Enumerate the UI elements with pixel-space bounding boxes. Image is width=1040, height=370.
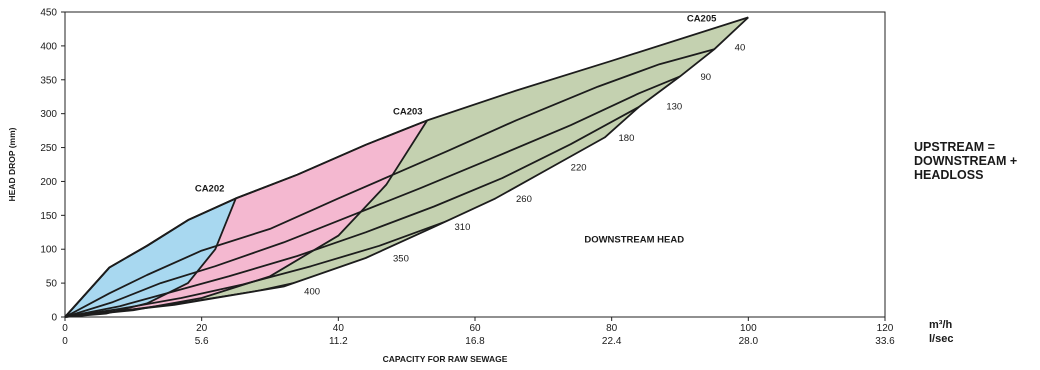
x-tick-label-secondary: 16.8: [465, 336, 485, 347]
x-axis-title: CAPACITY FOR RAW SEWAGE: [383, 354, 508, 364]
outline-lower-ca205: [64, 16, 749, 318]
x-tick-label-secondary: 22.4: [602, 336, 622, 347]
outline-lower-ca202: [64, 198, 237, 318]
label-model: CA203: [393, 106, 423, 117]
x-unit-secondary: l/sec: [929, 333, 953, 345]
y-tick-label: 250: [40, 143, 57, 154]
y-tick-label: 450: [40, 8, 57, 19]
model-outlines: [64, 16, 749, 318]
y-tick-label: 100: [40, 245, 57, 256]
headloss-note-line: HEADLOSS: [914, 168, 984, 182]
outline-lower-ca203: [64, 119, 428, 318]
y-tick-label: 400: [40, 41, 57, 52]
x-tick-label: 20: [196, 323, 208, 334]
label-annotation: DOWNSTREAM HEAD: [584, 234, 684, 245]
label-curve: 220: [571, 163, 587, 174]
curve-130: [65, 106, 640, 318]
y-tick-label: 50: [46, 279, 58, 290]
curve-90: [65, 75, 681, 318]
chart-labels: CA202 CA203 CA205 40 90 130 180 220 260 310 350 400…: [195, 13, 745, 297]
x-tick-label-secondary: 33.6: [875, 336, 895, 347]
label-model: CA205: [687, 13, 717, 24]
x-tick-label-secondary: 11.2: [329, 336, 348, 347]
x-tick-label: 60: [469, 323, 481, 334]
x-tick-label: 120: [877, 323, 894, 334]
y-axis-ticks: 0 50 100 150 200 250 300 350 400 450: [40, 8, 65, 324]
x-tick-label-secondary: 28.0: [739, 336, 759, 347]
label-curve: 90: [701, 72, 712, 83]
label-curve: 350: [393, 253, 409, 264]
label-curve: 260: [516, 194, 532, 205]
label-curve: 40: [735, 43, 746, 54]
curve-40: [65, 48, 715, 318]
label-curve: 400: [304, 287, 320, 298]
label-model: CA202: [195, 184, 225, 195]
region-ca202: [65, 198, 236, 317]
y-tick-label: 350: [40, 75, 57, 86]
y-axis-title: HEAD DROP (mm): [7, 127, 17, 201]
x-tick-label: 40: [333, 323, 345, 334]
outline-upper-ca202: [64, 197, 237, 318]
headloss-note-line: UPSTREAM =: [914, 140, 995, 154]
label-curve: 310: [455, 222, 471, 233]
x-tick-label-secondary: 5.6: [195, 336, 209, 347]
x-tick-label-secondary: 0: [62, 336, 68, 347]
x-axis-ticks: 0 0 20 5.6 40 11.2 60 16.8 80 22.4 100 28.0 120 33.6: [62, 317, 895, 347]
x-tick-label: 0: [62, 323, 68, 334]
headloss-note: UPSTREAM = DOWNSTREAM + HEADLOSS: [914, 140, 1034, 182]
model-regions: [65, 17, 749, 318]
y-tick-label: 300: [40, 109, 57, 120]
y-tick-label: 150: [40, 211, 57, 222]
x-tick-label: 100: [740, 323, 757, 334]
label-curve: 180: [619, 133, 635, 144]
headloss-note-line: DOWNSTREAM +: [914, 154, 1018, 168]
y-tick-label: 200: [40, 177, 57, 188]
y-tick-label: 0: [51, 313, 57, 324]
label-curve: 130: [666, 102, 682, 113]
x-tick-label: 80: [606, 323, 618, 334]
x-unit-primary: m³/h: [929, 319, 953, 331]
